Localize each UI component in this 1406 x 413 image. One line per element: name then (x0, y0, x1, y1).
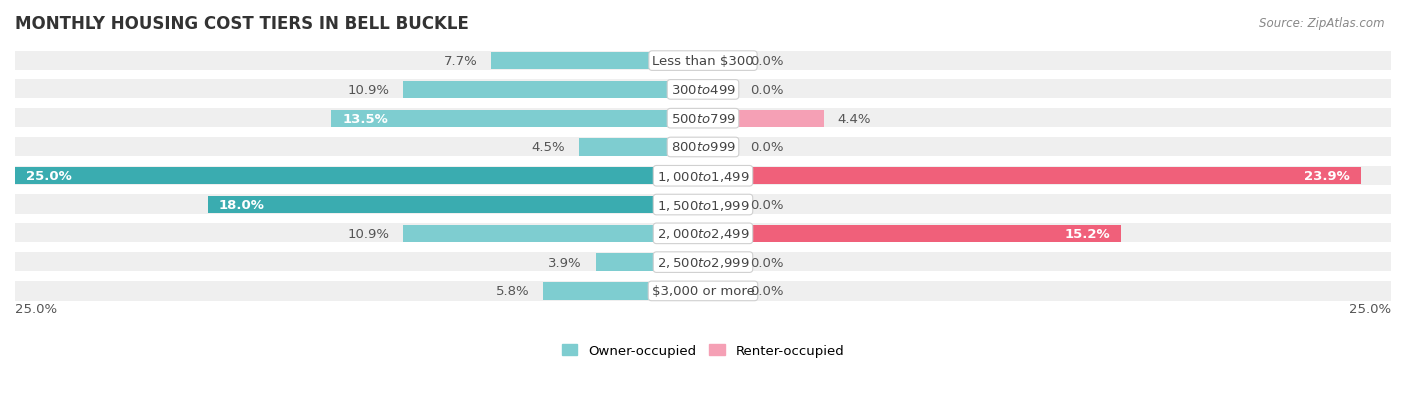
Text: 25.0%: 25.0% (25, 170, 72, 183)
Bar (491, 53, 703, 70)
Bar (404, 81, 703, 99)
Text: 0.0%: 0.0% (749, 141, 783, 154)
Text: 7.7%: 7.7% (443, 55, 477, 68)
Text: 15.2%: 15.2% (1064, 227, 1111, 240)
Bar (404, 225, 703, 242)
Bar (15, 224, 1391, 244)
Bar (15, 166, 1391, 186)
Text: $2,000 to $2,499: $2,000 to $2,499 (657, 227, 749, 241)
Text: Source: ZipAtlas.com: Source: ZipAtlas.com (1260, 17, 1385, 29)
Text: 10.9%: 10.9% (347, 227, 389, 240)
Text: 4.5%: 4.5% (531, 141, 565, 154)
Bar (703, 254, 735, 271)
Text: 4.4%: 4.4% (838, 112, 872, 126)
Bar (579, 139, 703, 156)
Bar (332, 110, 703, 128)
Text: 5.8%: 5.8% (496, 285, 530, 298)
Text: 18.0%: 18.0% (219, 199, 264, 211)
Bar (15, 138, 1391, 158)
Bar (703, 81, 735, 99)
Bar (703, 197, 735, 214)
Text: $1,000 to $1,499: $1,000 to $1,499 (657, 169, 749, 183)
Text: 0.0%: 0.0% (749, 285, 783, 298)
Text: 25.0%: 25.0% (15, 303, 58, 316)
Text: 23.9%: 23.9% (1303, 170, 1350, 183)
Bar (703, 110, 824, 128)
Bar (703, 53, 735, 70)
Text: $3,000 or more: $3,000 or more (651, 285, 755, 298)
Bar (15, 109, 1391, 129)
Text: 0.0%: 0.0% (749, 256, 783, 269)
Text: Less than $300: Less than $300 (652, 55, 754, 68)
Bar (15, 168, 703, 185)
Text: $1,500 to $1,999: $1,500 to $1,999 (657, 198, 749, 212)
Text: MONTHLY HOUSING COST TIERS IN BELL BUCKLE: MONTHLY HOUSING COST TIERS IN BELL BUCKL… (15, 15, 468, 33)
Text: 0.0%: 0.0% (749, 55, 783, 68)
Bar (596, 254, 703, 271)
Text: $2,500 to $2,999: $2,500 to $2,999 (657, 256, 749, 269)
Bar (15, 252, 1391, 273)
Text: $300 to $499: $300 to $499 (671, 84, 735, 97)
Bar (15, 51, 1391, 71)
Bar (15, 80, 1391, 100)
Bar (15, 281, 1391, 301)
Bar (703, 282, 735, 300)
Text: $500 to $799: $500 to $799 (671, 112, 735, 126)
Text: 10.9%: 10.9% (347, 84, 389, 97)
Text: 3.9%: 3.9% (548, 256, 582, 269)
Text: 25.0%: 25.0% (1348, 303, 1391, 316)
Bar (703, 168, 1361, 185)
Text: 0.0%: 0.0% (749, 199, 783, 211)
Text: 0.0%: 0.0% (749, 84, 783, 97)
Legend: Owner-occupied, Renter-occupied: Owner-occupied, Renter-occupied (557, 339, 849, 362)
Text: $800 to $999: $800 to $999 (671, 141, 735, 154)
Bar (543, 282, 703, 300)
Text: 13.5%: 13.5% (343, 112, 388, 126)
Bar (15, 195, 1391, 215)
Bar (703, 225, 1122, 242)
Bar (703, 139, 735, 156)
Bar (208, 197, 703, 214)
